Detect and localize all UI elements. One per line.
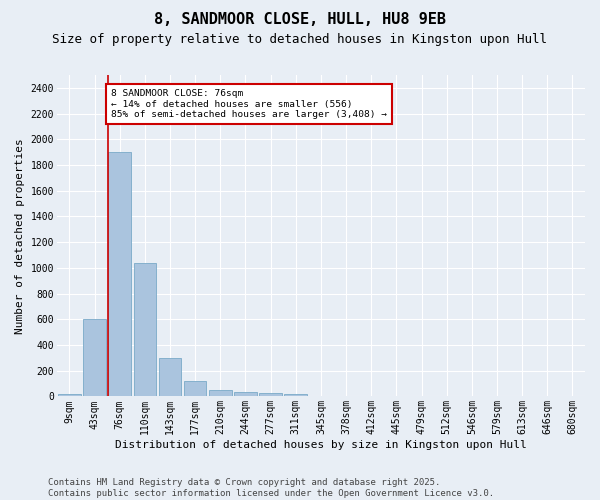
Bar <box>284 394 307 396</box>
Y-axis label: Number of detached properties: Number of detached properties <box>15 138 25 334</box>
Bar <box>58 394 81 396</box>
Bar <box>134 262 156 396</box>
Bar <box>158 358 181 397</box>
Text: Size of property relative to detached houses in Kingston upon Hull: Size of property relative to detached ho… <box>53 32 548 46</box>
Bar <box>83 320 106 396</box>
Bar <box>234 392 257 396</box>
Bar <box>259 393 282 396</box>
Text: 8 SANDMOOR CLOSE: 76sqm
← 14% of detached houses are smaller (556)
85% of semi-d: 8 SANDMOOR CLOSE: 76sqm ← 14% of detache… <box>111 89 387 119</box>
Text: Contains HM Land Registry data © Crown copyright and database right 2025.
Contai: Contains HM Land Registry data © Crown c… <box>48 478 494 498</box>
X-axis label: Distribution of detached houses by size in Kingston upon Hull: Distribution of detached houses by size … <box>115 440 527 450</box>
Bar <box>109 152 131 396</box>
Bar <box>184 381 206 396</box>
Bar <box>209 390 232 396</box>
Text: 8, SANDMOOR CLOSE, HULL, HU8 9EB: 8, SANDMOOR CLOSE, HULL, HU8 9EB <box>154 12 446 28</box>
